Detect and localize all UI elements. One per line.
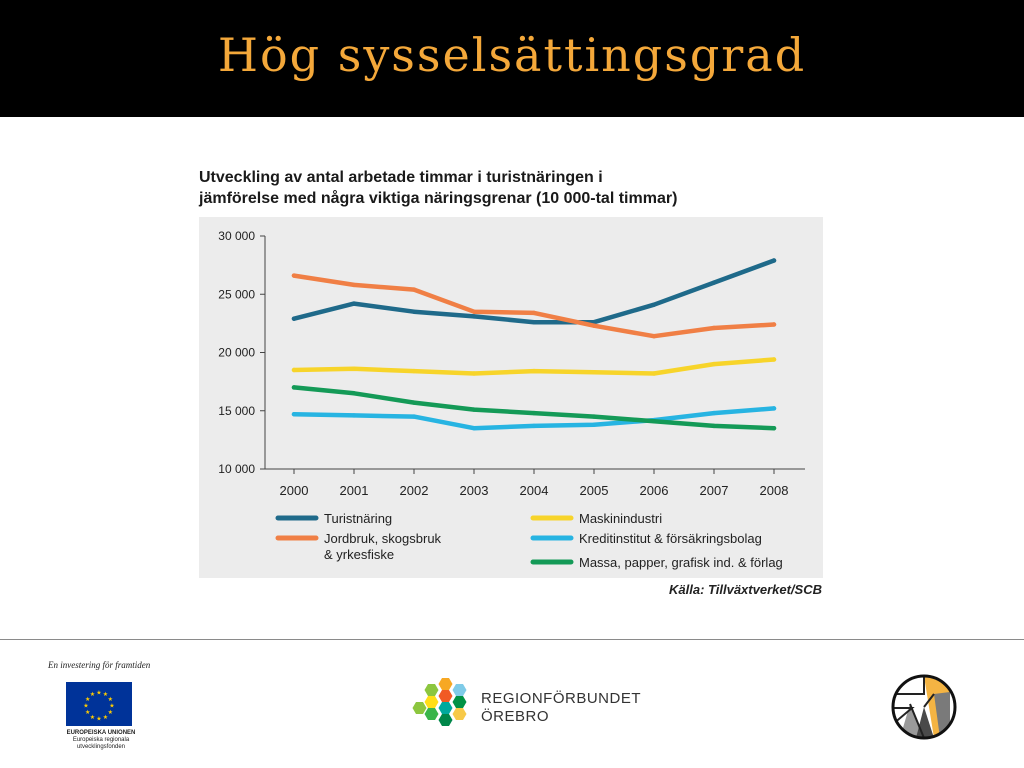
slide-title: Hög sysselsättingsgrad <box>217 28 807 82</box>
data-point <box>591 414 597 419</box>
data-point <box>471 407 477 412</box>
chart-title-line-1: Utveckling av antal arbetade timmar i tu… <box>199 169 603 186</box>
x-tick-label: 2004 <box>520 483 549 498</box>
data-point <box>531 368 537 374</box>
data-point <box>291 412 297 417</box>
data-point <box>711 423 717 429</box>
x-tick-label: 2002 <box>400 483 429 498</box>
data-point <box>351 301 357 306</box>
data-point <box>411 368 417 374</box>
data-point <box>411 309 417 314</box>
data-point <box>711 280 717 285</box>
eu-tagline: En investering för framtiden <box>48 660 151 670</box>
y-tick-label: 20 000 <box>218 346 255 360</box>
eu-caption-line-1: EUROPEISKA UNIONEN <box>66 730 136 736</box>
data-point <box>471 426 477 431</box>
svg-text:★: ★ <box>90 691 95 698</box>
svg-text:★: ★ <box>109 703 114 710</box>
eu-flag-icon: ★ ★★★★★★★★★★★ <box>66 682 132 726</box>
data-point <box>351 282 357 288</box>
data-point <box>411 400 417 405</box>
data-point <box>771 406 777 411</box>
data-point <box>771 258 777 263</box>
data-point <box>771 322 777 327</box>
data-point <box>291 385 297 390</box>
data-point <box>651 302 657 307</box>
x-tick-label: 2000 <box>280 483 309 498</box>
source-note: Källa: Tillväxtverket/SCB <box>669 582 822 597</box>
data-point <box>351 391 357 396</box>
data-point <box>651 334 657 339</box>
footer-divider <box>0 639 1024 640</box>
x-tick-label: 2008 <box>760 483 789 498</box>
data-point <box>291 316 297 321</box>
data-point <box>471 371 477 376</box>
data-point <box>651 419 657 424</box>
regionforbundet-line-1: REGIONFÖRBUNDET <box>481 690 642 707</box>
data-point <box>471 309 477 314</box>
svg-text:★: ★ <box>108 696 113 703</box>
data-point <box>351 413 357 418</box>
regionforbundet-name: REGIONFÖRBUNDET ÖREBRO <box>481 690 641 726</box>
data-point <box>531 310 537 316</box>
line-chart: 10 000 15 000 20 000 25 000 30 000 2000 2001 20… <box>218 229 805 570</box>
chart-title: Utveckling av antal arbetade timmar i tu… <box>199 167 839 209</box>
regionforbundet-line-2: ÖREBRO <box>481 708 550 725</box>
eu-caption: EUROPEISKA UNIONEN Europeiska regionala … <box>40 730 162 751</box>
x-tick-label: 2005 <box>580 483 609 498</box>
data-point <box>411 414 417 419</box>
x-tick-label: 2007 <box>700 483 729 498</box>
data-point <box>291 273 297 278</box>
data-point <box>591 370 597 375</box>
title-bar: Hög sysselsättingsgrad <box>0 0 1024 117</box>
svg-text:★: ★ <box>85 696 90 703</box>
y-tick-label: 15 000 <box>218 404 255 418</box>
data-point <box>771 357 777 362</box>
legend-label: Kreditinstitut & försäkringsbolag <box>579 531 762 546</box>
corner-logo-icon <box>891 674 957 740</box>
data-point <box>711 410 717 416</box>
data-point <box>711 361 717 367</box>
legend-label: Massa, papper, grafisk ind. & förlag <box>579 555 783 570</box>
y-tick-label: 10 000 <box>218 462 255 476</box>
svg-text:★: ★ <box>85 709 90 716</box>
legend-label: Jordbruk, skogsbruk <box>324 531 442 546</box>
svg-text:★: ★ <box>103 714 108 721</box>
data-point <box>531 320 537 325</box>
data-point <box>591 422 597 427</box>
chart-title-line-2: jämförelse med några viktiga näringsgren… <box>199 190 678 207</box>
svg-text:★: ★ <box>90 714 95 721</box>
x-tick-label: 2001 <box>340 483 369 498</box>
data-point <box>531 410 537 416</box>
eu-caption-line-3: utvecklingsfonden <box>76 744 126 750</box>
data-point <box>351 366 357 371</box>
legend-label-line-2: & yrkesfiske <box>324 547 394 562</box>
data-point <box>651 371 657 376</box>
data-point <box>591 323 597 328</box>
svg-text:★: ★ <box>96 716 101 723</box>
y-tick-label: 30 000 <box>218 229 255 243</box>
x-tick-label: 2006 <box>640 483 669 498</box>
regionforbundet-logo-icon <box>412 678 467 726</box>
svg-text:★: ★ <box>103 691 108 698</box>
legend-label: Maskinindustri <box>579 511 662 526</box>
legend-label: Turistnäring <box>324 511 392 526</box>
data-point <box>291 367 297 373</box>
svg-text:★: ★ <box>96 690 101 697</box>
data-point <box>411 287 417 292</box>
svg-text:★: ★ <box>108 709 113 716</box>
eu-caption-line-2: Europeiska regionala <box>72 737 130 743</box>
data-point <box>771 426 777 431</box>
y-tick-label: 25 000 <box>218 287 255 301</box>
data-point <box>471 314 477 319</box>
data-point <box>531 423 537 429</box>
x-tick-label: 2003 <box>460 483 489 498</box>
svg-text:★: ★ <box>83 703 88 710</box>
data-point <box>711 325 717 331</box>
series-line <box>291 385 777 431</box>
